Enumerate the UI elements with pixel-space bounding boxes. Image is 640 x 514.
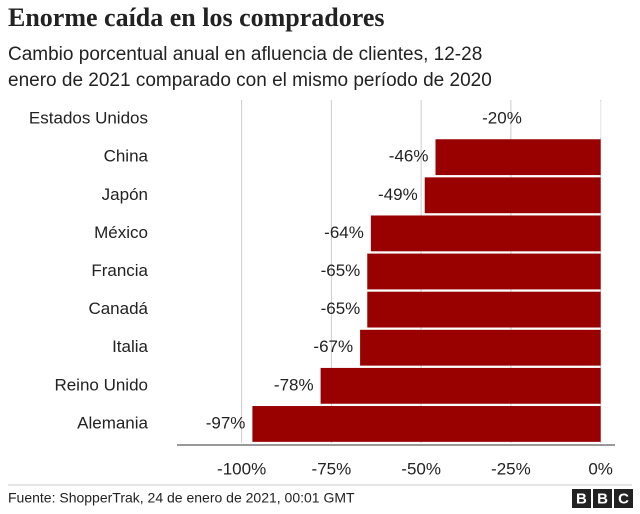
source: Fuente: ShopperTrak, 24 de enero de 2021… [8,490,355,506]
y-tick-label: Francia [91,261,148,280]
x-tick-label: -50% [401,459,441,478]
x-tick-label: -100% [217,459,266,478]
data-label: -46% [389,147,429,166]
y-tick-label: Japón [102,185,148,204]
data-label: -49% [378,185,418,204]
y-tick-label: China [104,147,149,166]
data-label: -20% [482,109,522,128]
y-tick-label: Canadá [88,299,148,318]
x-tick-label: -25% [491,459,531,478]
data-label: -64% [324,223,364,242]
bar [367,291,601,328]
data-label: -67% [313,337,353,356]
y-tick-label: México [94,223,148,242]
bar [367,253,601,290]
bar [528,101,601,137]
bar [435,139,601,176]
y-tick-label: Italia [112,337,148,356]
data-label: -97% [206,413,246,432]
logo-text: BBC [576,490,629,507]
bar [252,406,601,442]
data-label: -65% [321,261,361,280]
y-tick-label: Estados Unidos [29,109,148,128]
logo-box [614,489,633,508]
bar [424,177,601,214]
chart-title: Enorme caída en los compradores [8,3,385,32]
bar [370,215,601,252]
chart-subtitle: Cambio porcentual anual en afluencia de … [8,44,482,65]
data-label: -78% [274,375,314,394]
x-tick-label: -75% [312,459,352,478]
data-label: -65% [321,299,361,318]
bar [360,329,601,366]
chart-subtitle: enero de 2021 comparado con el mismo per… [8,70,492,91]
logo-box [593,489,612,508]
logo: BBC [572,489,633,508]
x-tick-label: 0% [588,459,613,478]
y-tick-label: Alemania [77,413,148,432]
bar [320,367,601,404]
logo-box [572,489,591,508]
y-tick-label: Reino Unido [54,375,148,394]
